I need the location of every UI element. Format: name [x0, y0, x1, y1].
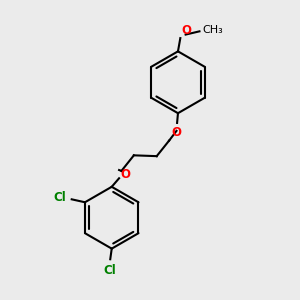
- Text: Cl: Cl: [103, 264, 116, 277]
- Text: O: O: [181, 24, 191, 37]
- Text: CH₃: CH₃: [202, 25, 223, 35]
- Text: O: O: [120, 168, 130, 181]
- Text: Cl: Cl: [53, 191, 66, 204]
- Text: O: O: [172, 126, 182, 140]
